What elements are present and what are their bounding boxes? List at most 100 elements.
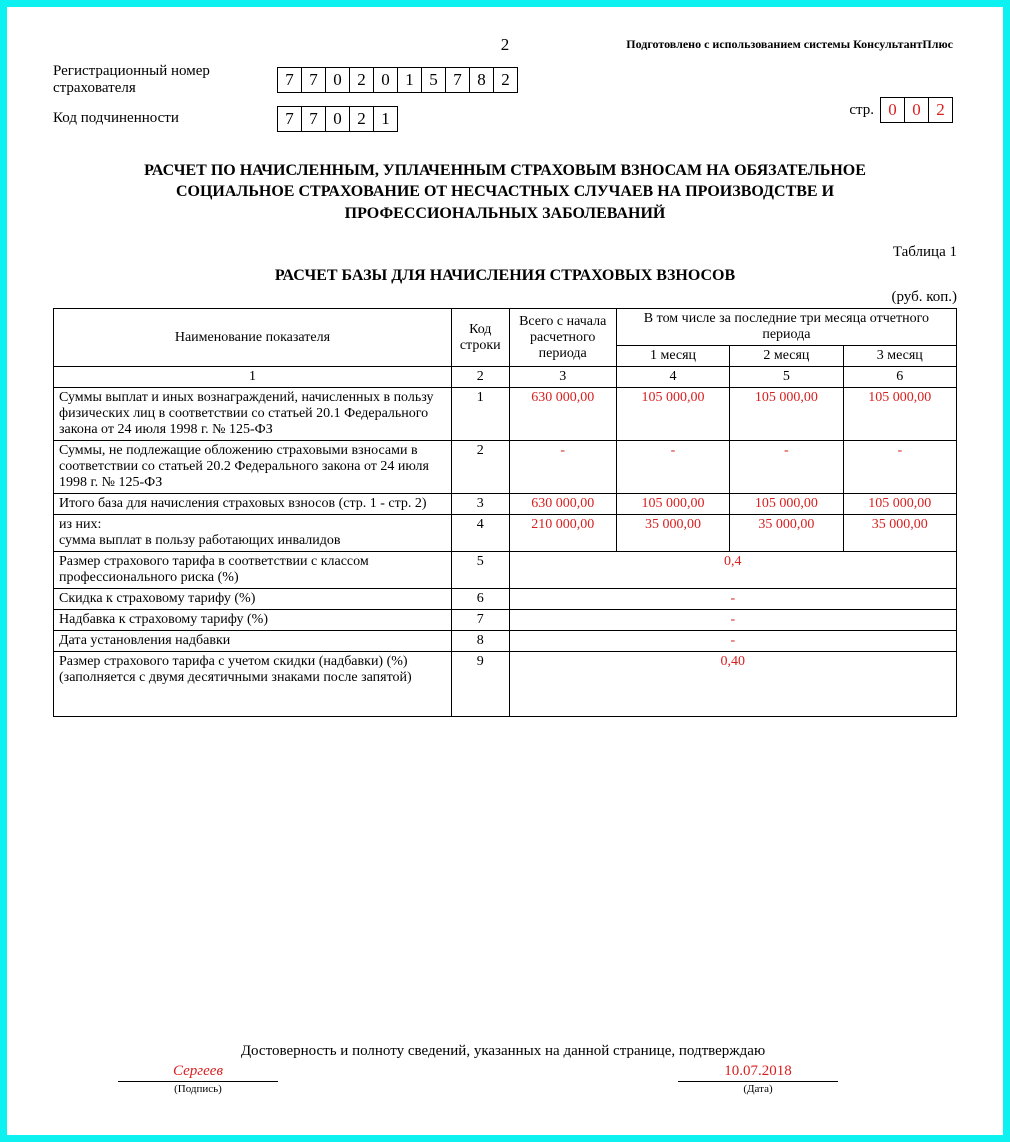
digit-cell: 7 <box>301 106 326 132</box>
digit-cell: 7 <box>445 67 470 93</box>
row-merged-value: - <box>509 610 956 631</box>
signature-name-cell: Сергеев (Подпись) <box>113 1062 283 1095</box>
row-label: Дата установления надбавки <box>54 631 452 652</box>
table-row: из них: сумма выплат в пользу работающих… <box>54 515 957 552</box>
row-code: 8 <box>451 631 509 652</box>
row-code: 3 <box>451 494 509 515</box>
row-merged-value: 0,4 <box>509 552 956 589</box>
table-row: Размер страхового тарифа с учетом скидки… <box>54 652 957 717</box>
row-code: 7 <box>451 610 509 631</box>
header-m1: 1 месяц <box>616 346 729 367</box>
digit-cell: 2 <box>349 67 374 93</box>
row-merged-value: - <box>509 631 956 652</box>
header-code: Код строки <box>451 309 509 367</box>
table-row: Размер страхового тарифа в соответствии … <box>54 552 957 589</box>
signature-name-caption: (Подпись) <box>113 1083 283 1095</box>
main-table: Наименование показателя Код строки Всего… <box>53 308 957 717</box>
header-m2: 2 месяц <box>730 346 843 367</box>
digit-cell: 7 <box>301 67 326 93</box>
digit-cell: 0 <box>880 97 905 123</box>
table-row: Суммы, не подлежащие обложению страховым… <box>54 441 957 494</box>
title-line-2: СОЦИАЛЬНОЕ СТРАХОВАНИЕ ОТ НЕСЧАСТНЫХ СЛУ… <box>176 183 834 200</box>
subtitle: РАСЧЕТ БАЗЫ ДЛЯ НАЧИСЛЕНИЯ СТРАХОВЫХ ВЗН… <box>53 267 957 285</box>
row-value: 35 000,00 <box>843 515 956 552</box>
signature-date-cell: 10.07.2018 (Дата) <box>673 1062 843 1095</box>
header-fields: Регистрационный номер страхователя 77020… <box>53 63 957 132</box>
row-label: Суммы, не подлежащие обложению страховым… <box>54 441 452 494</box>
row-value: 35 000,00 <box>616 515 729 552</box>
signature-date-caption: (Дата) <box>673 1083 843 1095</box>
row-code: 1 <box>451 388 509 441</box>
row-code: 2 <box>451 441 509 494</box>
table-row: Скидка к страховому тарифу (%)6- <box>54 589 957 610</box>
table-body: Суммы выплат и иных вознаграждений, начи… <box>54 388 957 717</box>
reg-number-label: Регистрационный номер страхователя <box>53 63 277 98</box>
row-value: 630 000,00 <box>509 494 616 515</box>
row-label: Надбавка к страховому тарифу (%) <box>54 610 452 631</box>
row-label: Размер страхового тарифа в соответствии … <box>54 552 452 589</box>
row-value: - <box>616 441 729 494</box>
row-code: 5 <box>451 552 509 589</box>
page-str-block: стр. 002 <box>849 97 953 123</box>
row-value: 105 000,00 <box>730 388 843 441</box>
digit-cell: 1 <box>373 106 398 132</box>
main-title: РАСЧЕТ ПО НАЧИСЛЕННЫМ, УПЛАЧЕННЫМ СТРАХО… <box>53 160 957 225</box>
digit-cell: 0 <box>904 97 929 123</box>
header-name: Наименование показателя <box>54 309 452 367</box>
digit-cell: 7 <box>277 106 302 132</box>
digit-cell: 0 <box>325 106 350 132</box>
row-value: 105 000,00 <box>616 494 729 515</box>
row-value: 105 000,00 <box>730 494 843 515</box>
row-label: Суммы выплат и иных вознаграждений, начи… <box>54 388 452 441</box>
row-value: 35 000,00 <box>730 515 843 552</box>
digit-cell: 2 <box>349 106 374 132</box>
signature-date: 10.07.2018 <box>678 1063 838 1082</box>
digit-cell: 5 <box>421 67 446 93</box>
table-caption: Таблица 1 <box>53 244 957 261</box>
reg-number-row: Регистрационный номер страхователя 77020… <box>53 63 957 98</box>
page: 2 Подготовлено с использованием системы … <box>0 0 1010 1142</box>
digit-cell: 0 <box>373 67 398 93</box>
page-number: 2 <box>501 35 510 55</box>
row-value: 105 000,00 <box>616 388 729 441</box>
digit-cell: 8 <box>469 67 494 93</box>
colnum-6: 6 <box>843 367 956 388</box>
column-number-row: 1 2 3 4 5 6 <box>54 367 957 388</box>
colnum-4: 4 <box>616 367 729 388</box>
row-value: - <box>730 441 843 494</box>
row-merged-value: - <box>509 589 956 610</box>
row-code: 6 <box>451 589 509 610</box>
colnum-2: 2 <box>451 367 509 388</box>
table-row: Суммы выплат и иных вознаграждений, начи… <box>54 388 957 441</box>
digit-cell: 2 <box>493 67 518 93</box>
signature-name: Сергеев <box>118 1063 278 1082</box>
colnum-3: 3 <box>509 367 616 388</box>
signature-statement: Достоверность и полноту сведений, указан… <box>53 1043 953 1060</box>
digit-cell: 2 <box>928 97 953 123</box>
colnum-5: 5 <box>730 367 843 388</box>
row-label: Итого база для начисления страховых взно… <box>54 494 452 515</box>
header-period-group: В том числе за последние три месяца отче… <box>616 309 956 346</box>
signature-block: Достоверность и полноту сведений, указан… <box>53 1043 953 1095</box>
subordination-row: Код подчиненности 77021 <box>53 106 957 132</box>
prepared-by-note: Подготовлено с использованием системы Ко… <box>626 37 953 52</box>
digit-cell: 0 <box>325 67 350 93</box>
header-m3: 3 месяц <box>843 346 956 367</box>
table-row: Надбавка к страховому тарифу (%)7- <box>54 610 957 631</box>
row-label: Скидка к страховому тарифу (%) <box>54 589 452 610</box>
str-label: стр. <box>849 102 874 119</box>
subordination-label: Код подчиненности <box>53 110 277 127</box>
row-code: 9 <box>451 652 509 717</box>
digit-cell: 1 <box>397 67 422 93</box>
digit-cell: 7 <box>277 67 302 93</box>
table-row: Дата установления надбавки8- <box>54 631 957 652</box>
title-line-1: РАСЧЕТ ПО НАЧИСЛЕННЫМ, УПЛАЧЕННЫМ СТРАХО… <box>144 162 866 179</box>
subordination-cells: 77021 <box>277 106 398 132</box>
reg-number-cells: 7702015782 <box>277 67 518 93</box>
colnum-1: 1 <box>54 367 452 388</box>
table-row: Итого база для начисления страховых взно… <box>54 494 957 515</box>
row-value: 105 000,00 <box>843 494 956 515</box>
row-value: - <box>843 441 956 494</box>
header-total: Всего с начала расчетного периода <box>509 309 616 367</box>
row-value: - <box>509 441 616 494</box>
